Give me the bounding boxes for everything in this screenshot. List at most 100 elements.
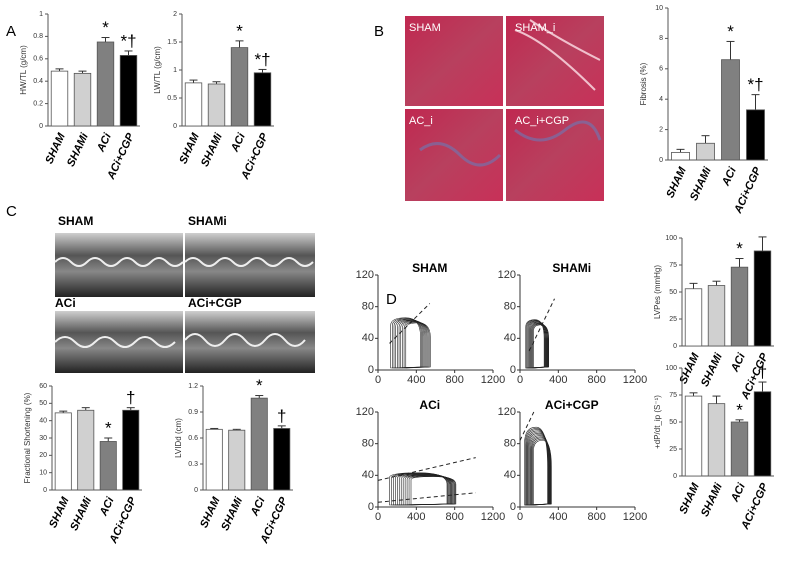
pv-loop [532,323,549,369]
significance-mark: † [758,363,767,382]
bar [99,441,117,491]
x-tick-label: 400 [549,511,567,523]
espvr-line [519,411,535,441]
y-tick-label: 0 [43,487,47,494]
histology-label: AC_i [409,115,433,127]
y-tick-label: 75 [669,262,677,269]
y-tick-label: 0.6 [188,435,198,442]
x-tick-label: SHAM [198,495,223,530]
echo-label: SHAM [58,214,93,228]
x-tick-label: SHAMi [688,165,714,203]
pv-loop [406,475,455,506]
x-tick-label: SHAMi [699,351,725,389]
pv-loop [398,474,452,506]
bar [746,109,765,161]
echo-label: ACi+CGP [188,296,242,310]
x-tick-label: ACi [729,481,749,505]
bar [228,429,246,491]
bar [730,421,749,477]
histology-label: SHAM [409,22,441,34]
significance-mark: † [277,406,286,425]
bar [207,83,226,127]
y-tick-label: 1.5 [167,39,177,46]
significance-mark: * [105,418,112,437]
y-tick-label: 2 [659,126,663,133]
y-tick-label: 0.5 [167,95,177,102]
x-tick-label: SHAM [664,165,689,200]
y-tick-label: 0 [673,343,677,350]
echo-image [185,311,315,373]
x-tick-label: SHAMi [699,481,725,519]
x-tick-label: SHAMi [65,131,91,169]
y-tick-label: 8 [659,35,663,42]
y-tick-label: 25 [669,316,677,323]
echocardiograms: SHAM SHAMi ACi ACi+CGP [54,214,315,373]
pv-loop [408,475,456,506]
pv-loop [525,319,545,369]
pv-loop [529,434,550,506]
pv-loop [410,476,457,506]
significance-mark: * [736,400,743,419]
y-axis-label: LW/TL (g/cm) [153,46,162,94]
pv-loop [391,472,449,506]
y-tick-label: 1 [173,67,177,74]
y-tick-label: 120 [498,269,516,281]
bar [230,47,249,127]
x-tick-label: ACi [95,131,115,155]
pv-loop [525,428,549,506]
y-tick-label: 120 [498,406,516,418]
y-tick-label: 10 [39,470,47,477]
bar [684,395,703,477]
pv-loop [528,321,546,369]
significance-mark: † [126,388,135,407]
plot-title: SHAM [412,261,447,275]
echo-label: SHAMi [188,214,227,228]
bar [753,391,772,477]
pv-loop [390,317,421,369]
pv-loop [530,436,551,506]
y-tick-label: 0 [673,473,677,480]
y-tick-label: 100 [665,235,677,242]
bar [96,41,115,127]
y-tick-label: 0 [368,501,374,513]
y-tick-label: 40 [504,469,516,481]
pv-loop [404,475,454,506]
plot-title: ACi [419,398,440,412]
panel-letter: D [386,291,397,308]
pv-loop [533,324,550,369]
espvr-line [377,457,476,481]
y-tick-label: 40 [362,332,374,344]
echo-trace [54,257,314,348]
x-tick-label: SHAMi [199,131,225,169]
pv-loop [532,438,552,506]
y-tick-label: 0.8 [33,33,43,40]
y-tick-label: 0 [659,157,663,164]
y-tick-label: 75 [669,392,677,399]
x-tick-label: 0 [375,511,381,523]
y-axis-label: LVPes (mmHg) [653,265,662,319]
plot-title: ACi+CGP [545,398,599,412]
pv-loop [397,319,426,369]
bar [753,250,772,347]
y-tick-label: 50 [669,289,677,296]
x-tick-label: SHAMi [68,495,94,533]
y-tick-label: 0 [510,501,516,513]
x-tick-label: ACi [720,165,740,189]
y-tick-label: 10 [655,5,663,12]
espvr-line [528,298,555,352]
x-tick-label: ACi [248,495,268,519]
x-tick-label: SHAM [47,495,72,530]
bar [273,428,291,491]
pv-loop [527,320,546,369]
pv-loop [389,472,448,506]
x-tick-label: SHAM [43,131,68,166]
y-tick-label: 1 [39,11,43,18]
pv-loop [531,437,552,506]
fibrosis-stain [419,120,602,167]
y-tick-label: 120 [356,406,374,418]
pv-loop [530,322,548,369]
histology-image [405,109,503,201]
significance-mark: * [736,239,743,258]
y-tick-label: 6 [659,66,663,73]
